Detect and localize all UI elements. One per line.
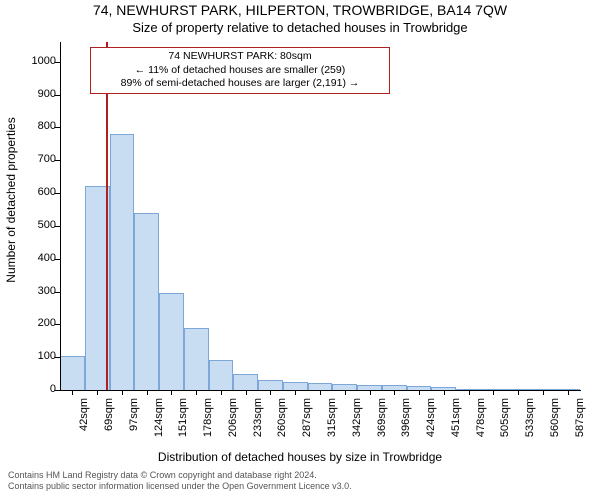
annotation-box: 74 NEWHURST PARK: 80sqm ← 11% of detache… [90,47,390,94]
y-axis-label: Number of detached properties [4,10,20,390]
annotation-line-2: ← 11% of detached houses are smaller (25… [95,64,385,78]
y-tick-label: 100 [26,350,56,362]
x-tick-label: 505sqm [499,398,513,458]
x-tick-mark [122,390,123,395]
x-tick-mark [196,390,197,395]
x-tick-label: 206sqm [227,398,241,458]
y-tick-label: 400 [26,252,56,264]
x-tick-label: 533sqm [524,398,538,458]
chart-page: 74, NEWHURST PARK, HILPERTON, TROWBRIDGE… [0,0,600,500]
histogram-bar [184,328,209,390]
footer-line-2: Contains public sector information licen… [8,481,352,492]
x-tick-mark [147,390,148,395]
y-tick-label: 800 [26,120,56,132]
y-tick-label: 500 [26,219,56,231]
x-tick-label: 260sqm [276,398,290,458]
y-tick-label: 300 [26,285,56,297]
histogram-bar [159,293,184,390]
histogram-bar [233,374,258,390]
footer-attribution: Contains HM Land Registry data © Crown c… [8,470,352,493]
x-tick-mark [469,390,470,395]
x-tick-mark [568,390,569,395]
y-tick-label: 0 [26,383,56,395]
subject-marker-line [106,42,108,390]
x-tick-mark [72,390,73,395]
annotation-line-3: 89% of semi-detached houses are larger (… [95,77,385,91]
histogram-bar [60,356,85,390]
y-tick-mark [55,390,60,391]
x-tick-label: 560sqm [549,398,563,458]
x-tick-mark [493,390,494,395]
histogram-bar [110,134,135,390]
x-tick-label: 233sqm [252,398,266,458]
x-tick-label: 369sqm [376,398,390,458]
x-tick-label: 451sqm [450,398,464,458]
x-tick-label: 342sqm [351,398,365,458]
x-tick-mark [394,390,395,395]
x-tick-mark [518,390,519,395]
y-tick-label: 200 [26,317,56,329]
x-tick-label: 287sqm [301,398,315,458]
annotation-line-1: 74 NEWHURST PARK: 80sqm [95,50,385,64]
histogram-bar [134,213,159,390]
x-tick-mark [221,390,222,395]
y-tick-label: 600 [26,186,56,198]
x-tick-mark [419,390,420,395]
x-tick-mark [295,390,296,395]
x-tick-label: 424sqm [425,398,439,458]
x-tick-label: 478sqm [475,398,489,458]
page-title: 74, NEWHURST PARK, HILPERTON, TROWBRIDGE… [0,2,600,18]
x-tick-mark [270,390,271,395]
x-tick-mark [345,390,346,395]
y-tick-label: 1000 [26,55,56,67]
x-tick-mark [171,390,172,395]
x-tick-label: 69sqm [103,398,117,458]
x-axis-label: Distribution of detached houses by size … [0,450,600,464]
x-tick-label: 97sqm [128,398,142,458]
x-tick-mark [320,390,321,395]
histogram-bar [283,382,308,390]
y-tick-label: 900 [26,88,56,100]
x-tick-label: 178sqm [202,398,216,458]
footer-line-1: Contains HM Land Registry data © Crown c… [8,470,352,481]
y-tick-label: 700 [26,153,56,165]
chart-subtitle: Size of property relative to detached ho… [0,20,600,35]
x-tick-label: 151sqm [177,398,191,458]
x-tick-mark [97,390,98,395]
x-tick-label: 587sqm [574,398,588,458]
plot-area [60,42,580,390]
x-tick-mark [543,390,544,395]
x-tick-label: 42sqm [78,398,92,458]
histogram-bar [209,360,234,390]
x-tick-label: 124sqm [153,398,167,458]
x-tick-label: 396sqm [400,398,414,458]
histogram-bar [258,380,283,391]
x-tick-mark [444,390,445,395]
x-tick-label: 315sqm [326,398,340,458]
x-tick-mark [246,390,247,395]
x-tick-mark [370,390,371,395]
